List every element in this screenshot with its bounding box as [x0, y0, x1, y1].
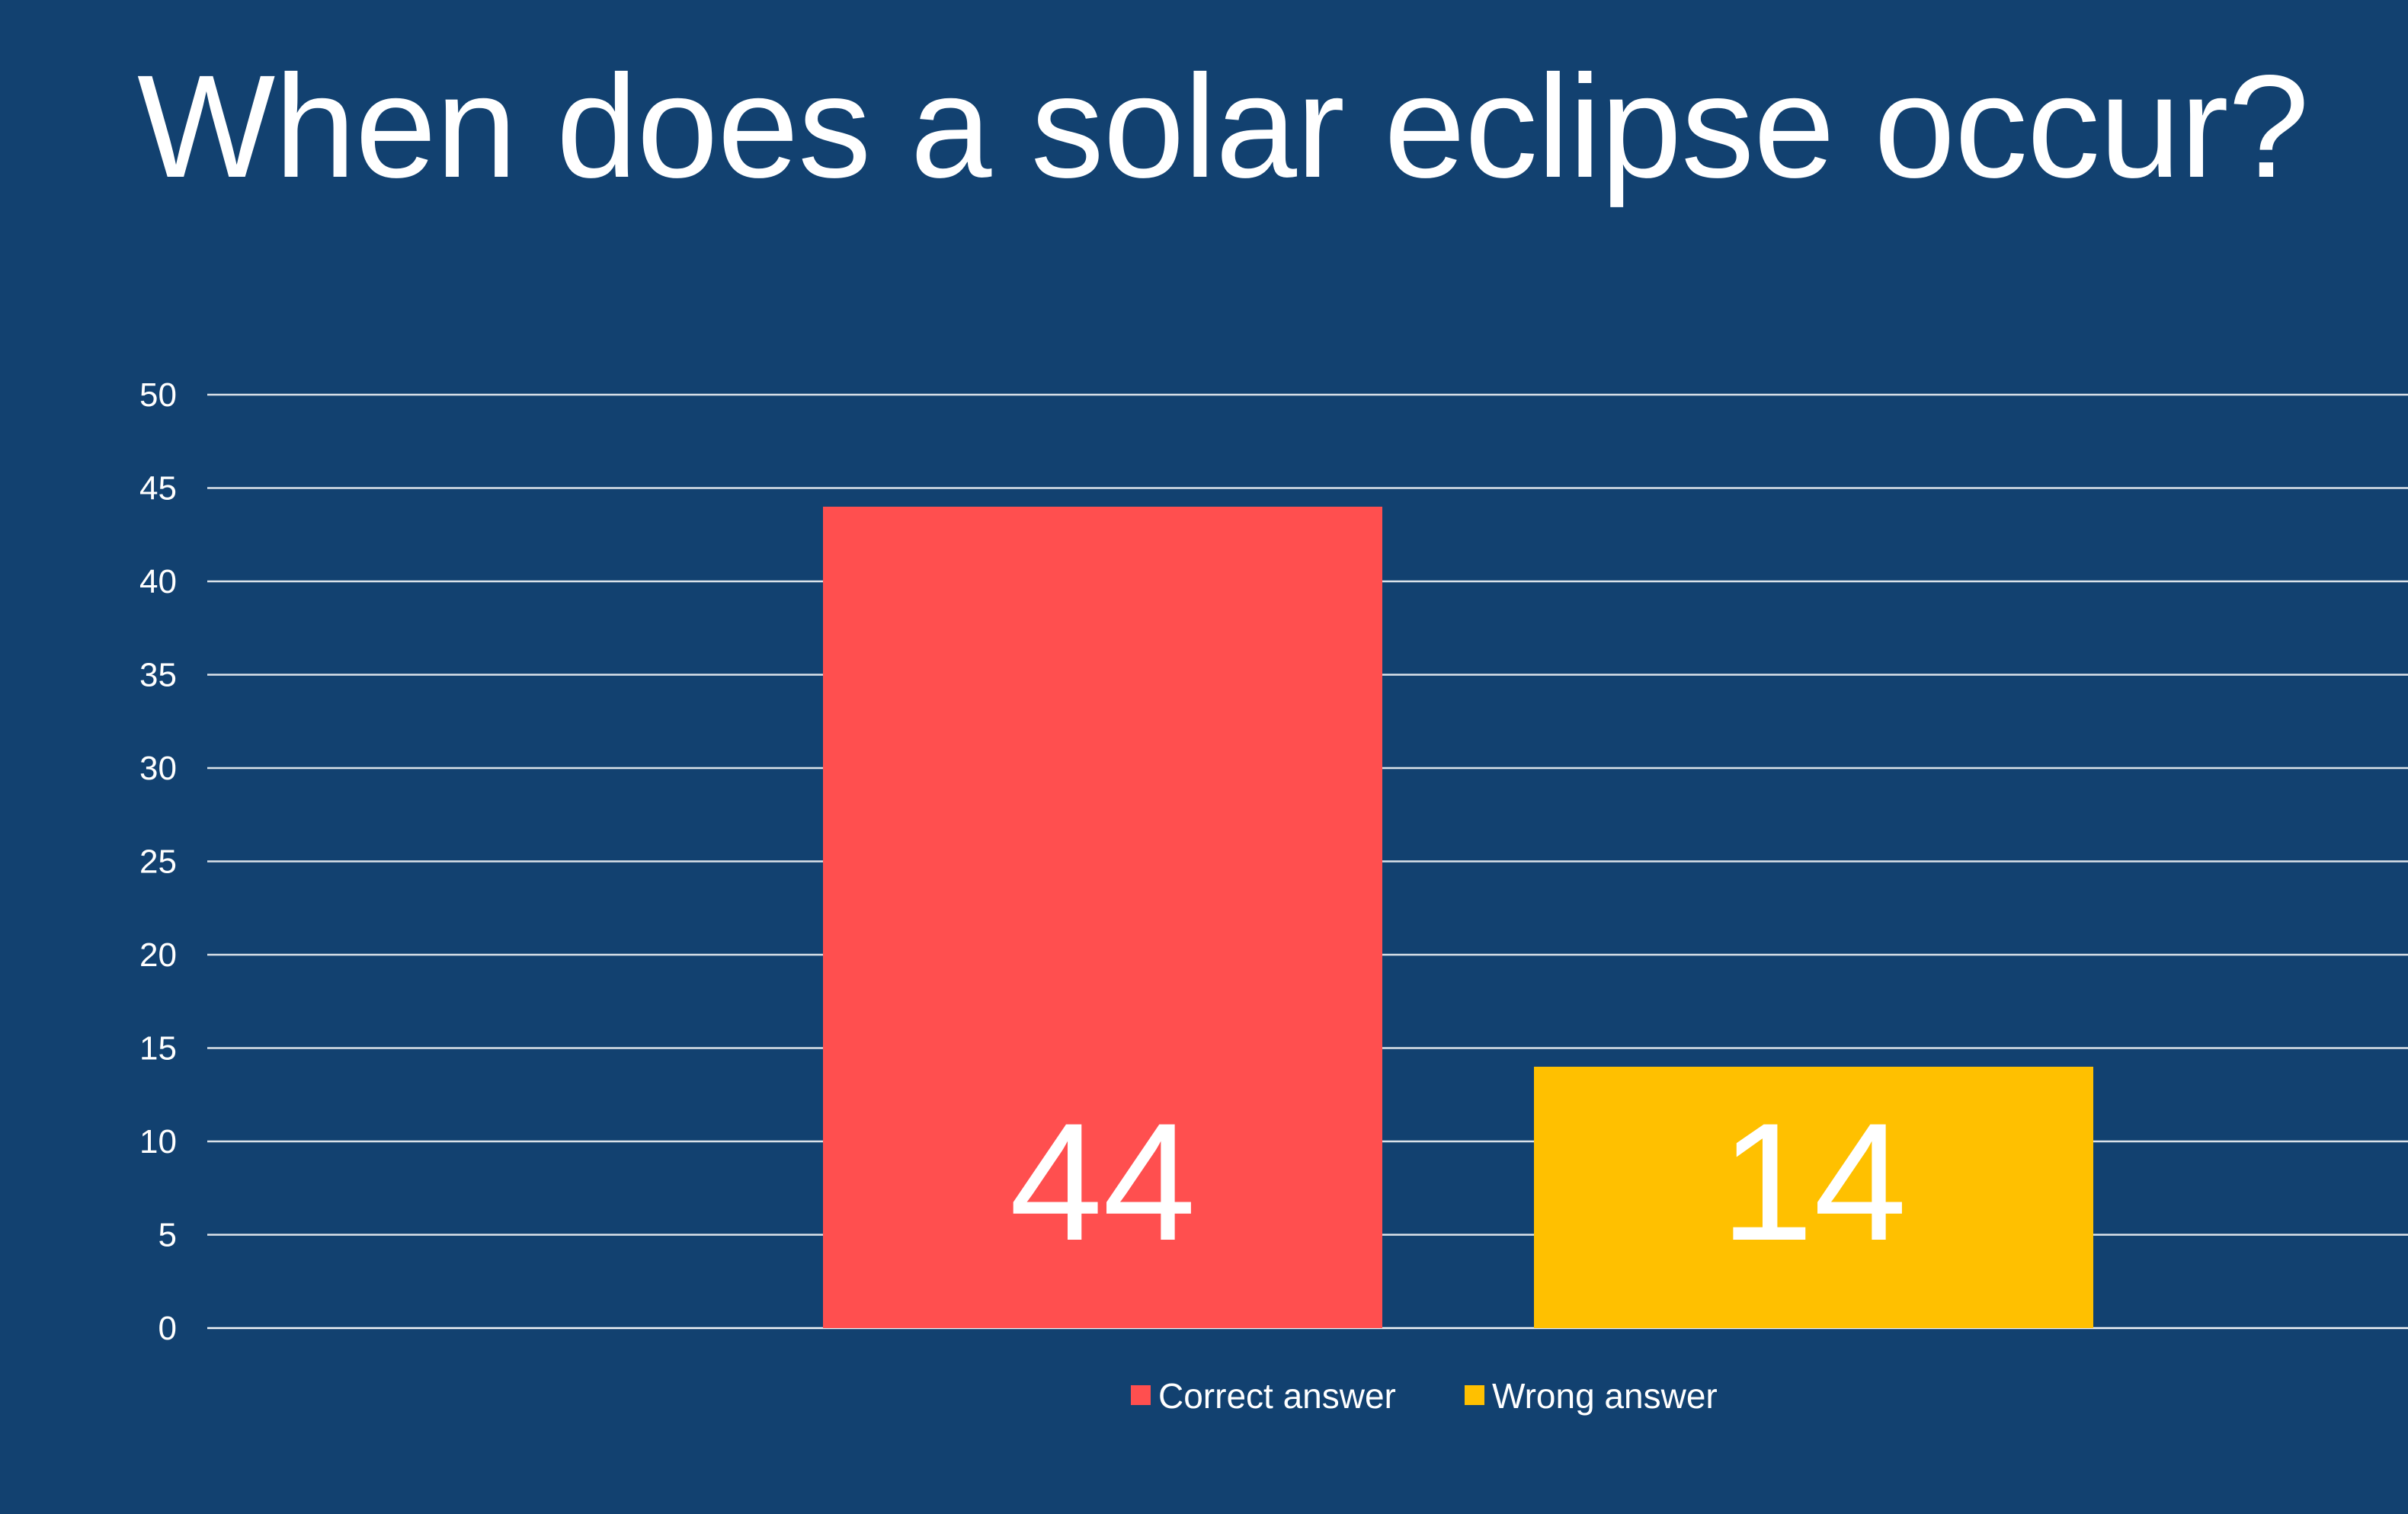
- y-tick-label: 10: [139, 1123, 177, 1160]
- legend-label: Wrong answer: [1492, 1376, 1718, 1416]
- y-tick-label: 5: [159, 1217, 177, 1254]
- data-label: 14: [1721, 1088, 1907, 1276]
- y-tick-label: 35: [139, 657, 177, 694]
- legend-swatch: [1465, 1385, 1484, 1405]
- y-tick-label: 50: [139, 376, 177, 414]
- bar: [1534, 1067, 2093, 1328]
- y-tick-label: 45: [139, 470, 177, 507]
- legend-item: Correct answer: [1131, 1376, 1396, 1416]
- chart-title: When does a solar eclipse occur?: [137, 44, 2309, 208]
- y-tick-label: 15: [139, 1030, 177, 1067]
- legend-item: Wrong answer: [1465, 1376, 1718, 1416]
- y-tick-label: 0: [159, 1310, 177, 1347]
- data-label: 44: [1010, 1088, 1196, 1276]
- y-tick-label: 30: [139, 750, 177, 787]
- y-tick-label: 40: [139, 563, 177, 600]
- y-tick-label: 20: [139, 936, 177, 974]
- legend-swatch: [1131, 1385, 1151, 1405]
- y-tick-label: 25: [139, 843, 177, 881]
- legend-label: Correct answer: [1158, 1376, 1396, 1416]
- bar: [823, 507, 1382, 1328]
